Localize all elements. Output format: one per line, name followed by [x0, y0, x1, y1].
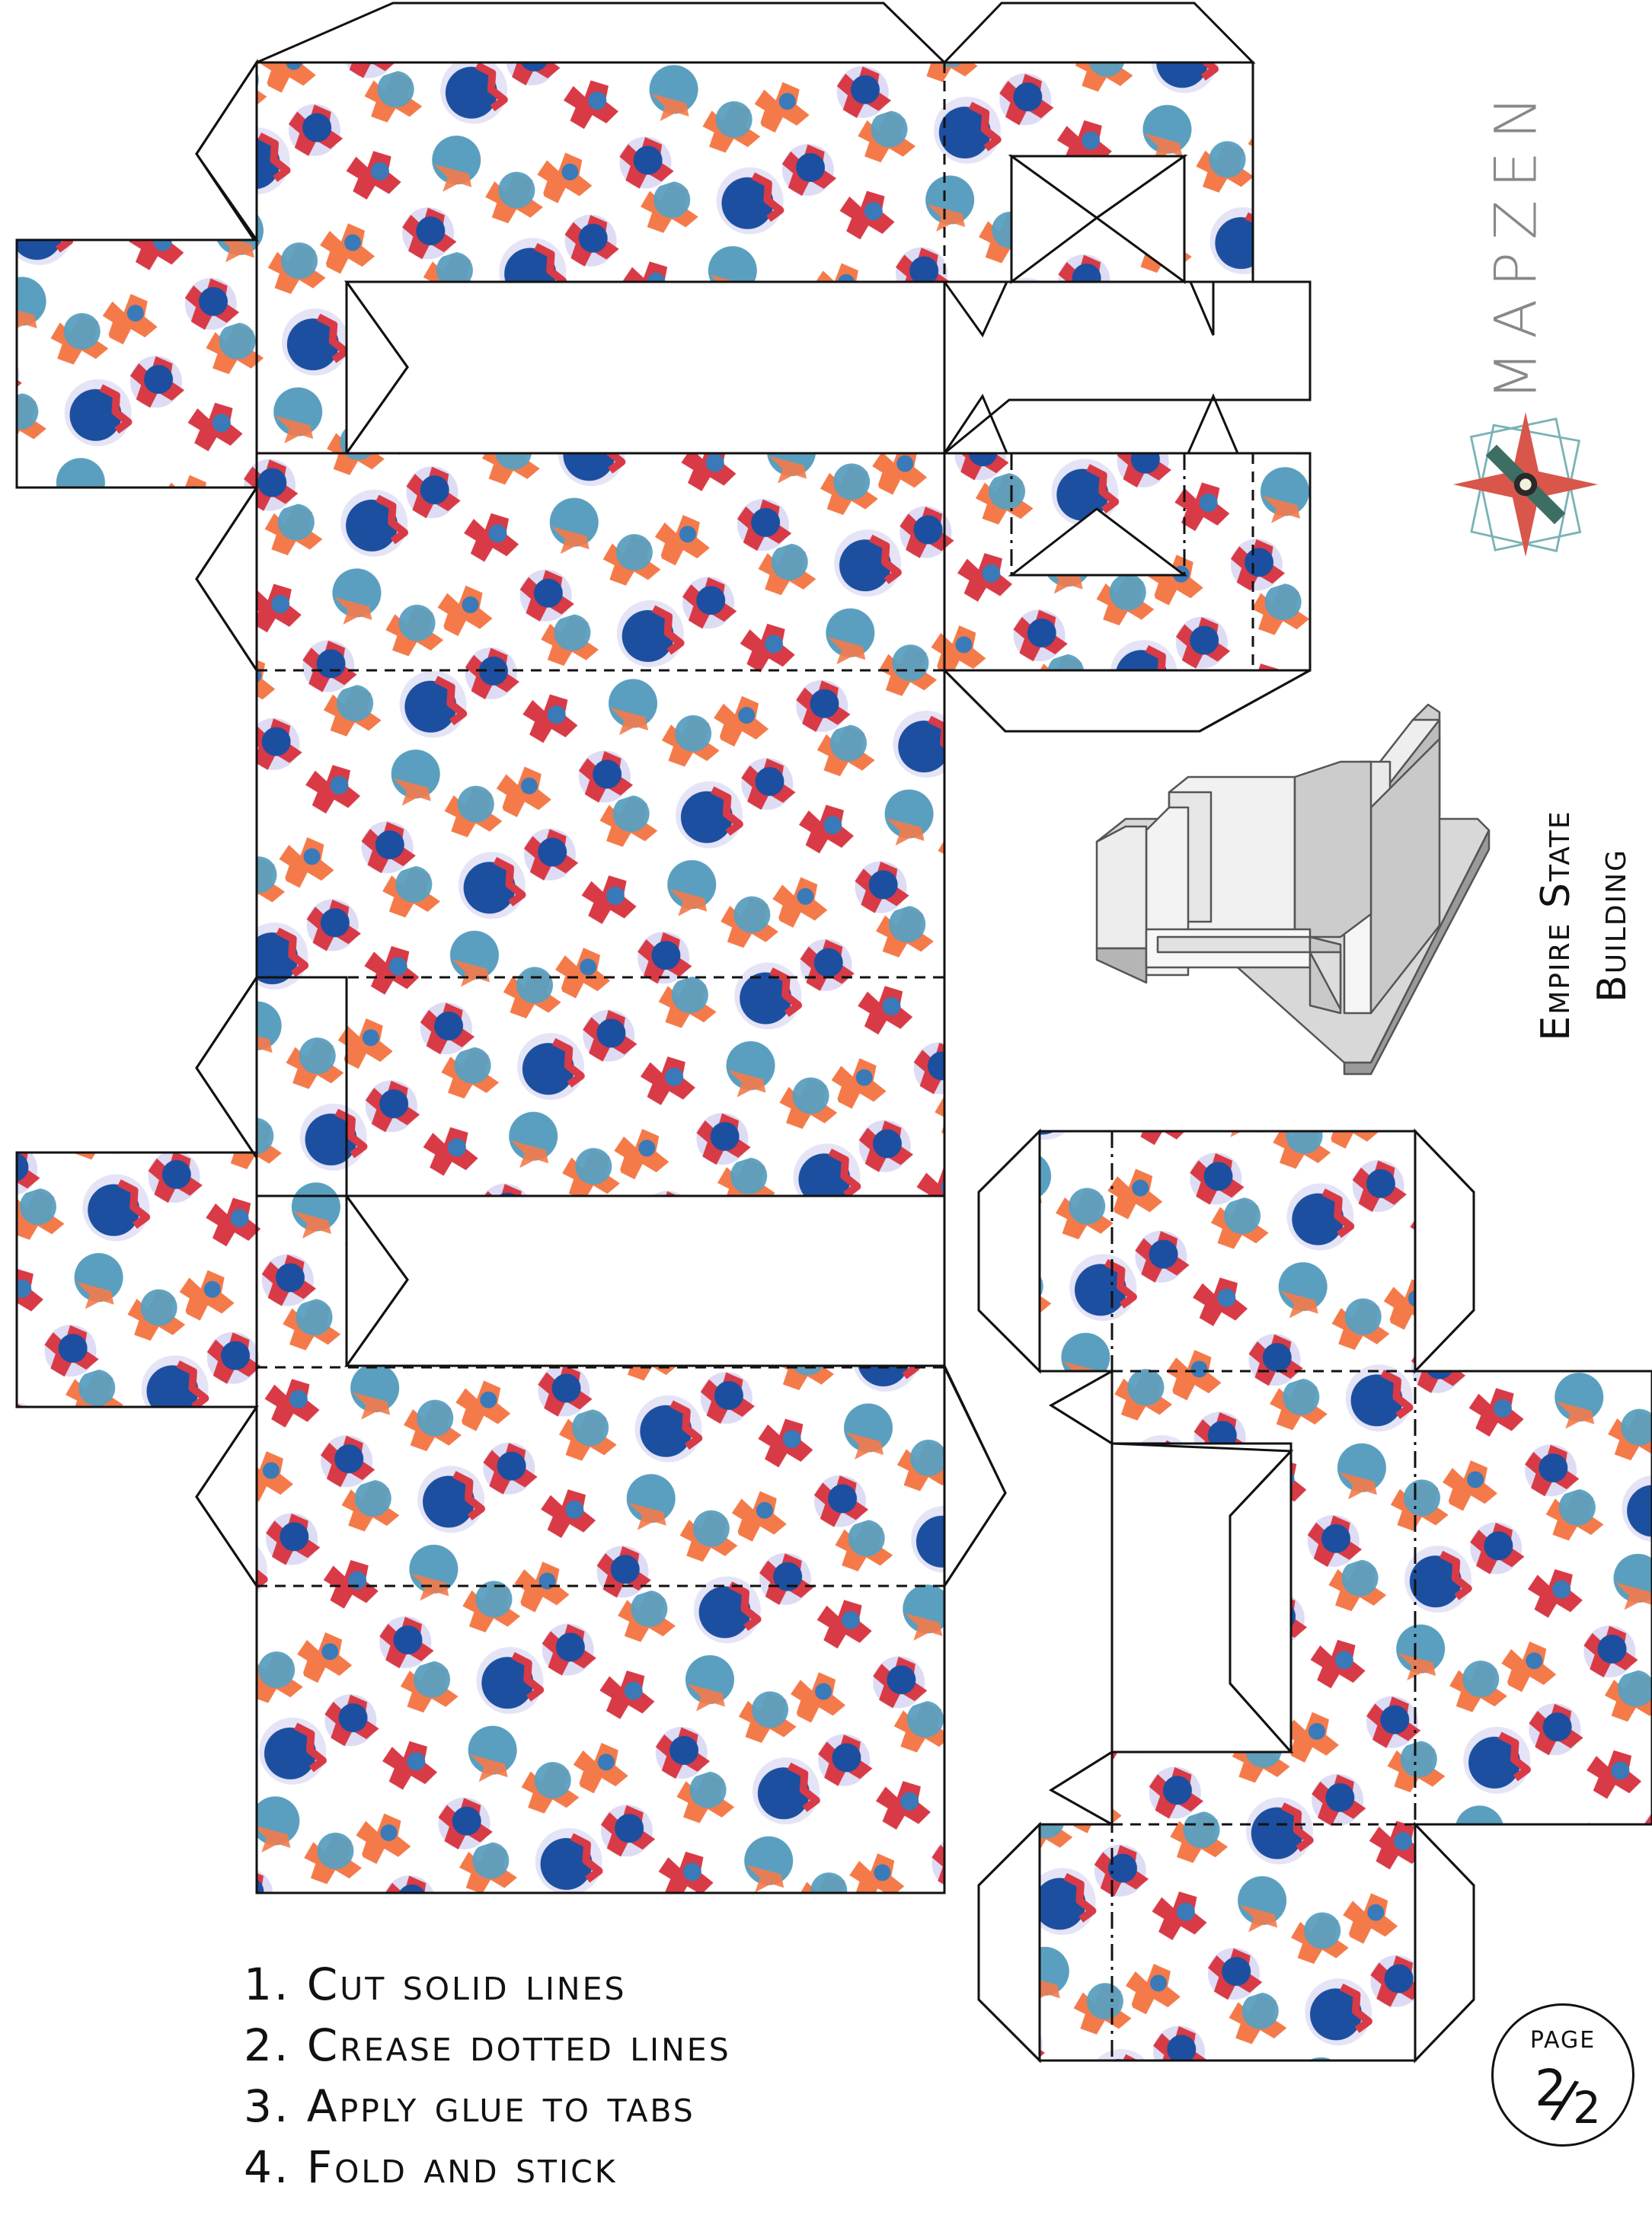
- cross-cutout-lower: [1008, 507, 1188, 577]
- side-tab-bottom-right: [1414, 1821, 1475, 2064]
- cross-cutout-upper-2: [1010, 154, 1099, 284]
- glue-tab-bottom-left: [195, 1403, 258, 1590]
- net-left: [15, 2, 1312, 1894]
- page-current: 2: [1535, 2059, 1567, 2118]
- page-label: PAGE: [1529, 2027, 1596, 2054]
- glue-tab-top-right: [941, 2, 1256, 64]
- glue-tab-right-upper: [943, 280, 1312, 456]
- fold-lines-left: [1010, 155, 1253, 577]
- instruction-item: 2. Crease dotted lines: [244, 2019, 731, 2071]
- glue-tab-top-left: [256, 2, 947, 64]
- compass-star-icon: [1452, 411, 1599, 558]
- instruction-item: 1. Cut solid lines: [244, 1958, 627, 2010]
- glue-tab-upper-left: [195, 58, 258, 248]
- building-3d-icon: [1095, 703, 1491, 1076]
- side-tab-top: [977, 1128, 1041, 1374]
- crease-lines-left: [255, 61, 1254, 1893]
- model-title-line1: Empire State: [1533, 810, 1579, 1041]
- inner-notch: [1110, 1442, 1294, 1754]
- model-title-text: Empire State Building: [1528, 810, 1641, 1041]
- glue-tab-lower-left: [195, 974, 258, 1162]
- page-total: 2: [1573, 2082, 1601, 2134]
- cross-cutout-upper-3: [1094, 154, 1186, 284]
- crease-lines-right: [1112, 1370, 1415, 1826]
- left-side-flap: [15, 238, 258, 489]
- glue-tab-bottom-right: [943, 1367, 1007, 1591]
- instruction-item: 4. Fold and stick: [244, 2141, 618, 2193]
- slot-tab-upper: [1049, 1369, 1114, 1446]
- net-right: [977, 1128, 1652, 2064]
- instructions-list: 1. Cut solid lines 2. Crease dotted line…: [244, 1954, 731, 2198]
- side-tab-top-right: [1414, 1128, 1475, 1374]
- slot-tab-lower: [1049, 1750, 1114, 1827]
- slot-notch-upper: [344, 280, 946, 455]
- glue-tab-mid-left: [195, 483, 258, 675]
- left-side-flap-lower: [15, 1151, 258, 1408]
- instruction-item: 3. Apply glue to tabs: [244, 2080, 695, 2132]
- fold-lines-right: [1038, 1131, 1417, 2061]
- model-title-line2: Building: [1590, 849, 1635, 1002]
- side-tab-bottom: [977, 1821, 1041, 2064]
- brand-logo: MAPZEN: [1470, 84, 1561, 410]
- brand-name: MAPZEN: [1481, 83, 1550, 401]
- page-indicator: PAGE 2 / 2: [1491, 2003, 1634, 2147]
- slot-notch-lower: [344, 1194, 946, 1367]
- model-title: Empire State Building: [1527, 788, 1641, 1063]
